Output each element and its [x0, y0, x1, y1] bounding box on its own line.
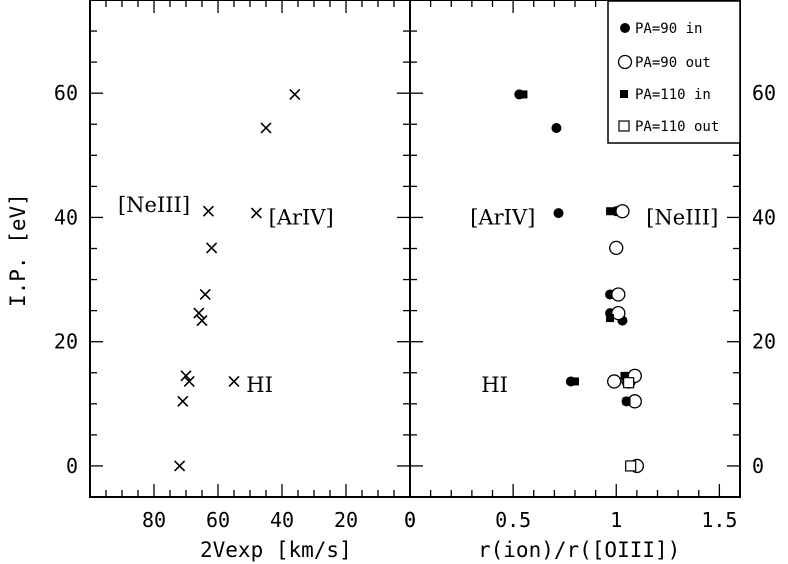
- x-tick-label: 0: [404, 508, 416, 532]
- legend-entry: PA=110 in: [635, 87, 711, 103]
- data-point-filled-square: [519, 90, 528, 99]
- annotation-label: HI: [246, 373, 273, 397]
- data-point-cross: [228, 375, 240, 388]
- data-point-open-circle: [607, 374, 622, 389]
- y-tick-label: 40: [54, 205, 78, 229]
- data-point-cross: [177, 395, 189, 407]
- data-point-open-circle: [615, 204, 630, 219]
- data-point-cross: [183, 375, 195, 388]
- data-point-cross: [180, 370, 192, 382]
- data-point-cross: [193, 307, 205, 319]
- data-point-cross: [206, 242, 218, 254]
- y-tick-label: 20: [54, 330, 78, 354]
- data-point-cross: [196, 314, 208, 327]
- left-panel-frame: [89, 0, 411, 498]
- y-tick-label: 60: [752, 81, 776, 105]
- x-tick-label: 80: [142, 508, 166, 532]
- x-tick-label: 1.5: [701, 508, 737, 532]
- annotation-label: [NeIII]: [646, 205, 718, 229]
- data-point-filled-square: [606, 314, 615, 323]
- x-tick-label: 60: [206, 508, 230, 532]
- data-point-cross: [260, 122, 272, 134]
- data-point-filled-square: [620, 371, 629, 380]
- annotation-label: [ArIV]: [470, 205, 535, 229]
- x-tick-label: 0.5: [495, 508, 531, 532]
- data-point-filled-circle: [551, 122, 562, 133]
- data-point-filled-square: [606, 207, 615, 216]
- annotation-label: [ArIV]: [269, 205, 334, 229]
- legend-filled-square-icon: [620, 90, 628, 98]
- y-tick-label: 20: [752, 330, 776, 354]
- annotation-label: [NeIII]: [118, 193, 190, 217]
- y-axis-label: I.P. [eV]: [6, 193, 30, 307]
- data-point-cross: [199, 288, 211, 301]
- data-point-filled-square: [622, 397, 631, 406]
- data-point-cross: [174, 460, 186, 472]
- marks: [174, 88, 645, 474]
- legend: PA=90 in PA=90 out PA=110 in PA=110 out: [607, 0, 741, 144]
- legend-box: [607, 0, 741, 144]
- legend-open-circle-icon: [617, 54, 633, 70]
- legend-filled-circle-icon: [620, 23, 630, 33]
- data-point-cross: [250, 207, 262, 219]
- y-tick-label: 0: [66, 454, 78, 478]
- annotation-label: HI: [481, 373, 508, 397]
- x-tick-label: 1: [610, 508, 622, 532]
- data-point-open-circle: [609, 240, 624, 256]
- data-point-open-circle: [611, 287, 626, 302]
- x-tick-label: 0: [404, 508, 416, 532]
- left-x-axis-label: 2Vexp [km/s]: [200, 538, 352, 562]
- data-point-filled-square: [571, 377, 579, 386]
- legend-open-square-icon: [618, 120, 630, 132]
- data-point-open-circle: [611, 305, 626, 321]
- legend-entry: PA=110 out: [635, 119, 719, 135]
- data-point-cross: [289, 88, 301, 100]
- x-tick-label: 20: [334, 508, 358, 532]
- legend-entry: PA=90 in: [635, 21, 702, 37]
- right-x-axis-label: r(ion)/r([OIII]): [478, 538, 680, 562]
- data-point-open-square: [623, 377, 635, 389]
- data-point-cross: [202, 205, 214, 217]
- x-tick-label: 40: [270, 508, 294, 532]
- y-tick-label: 40: [752, 205, 776, 229]
- y-tick-label: 60: [54, 81, 78, 105]
- data-point-filled-circle: [553, 208, 564, 219]
- right-panel-frame: [409, 0, 741, 498]
- y-tick-label: 0: [752, 454, 764, 478]
- legend-entry: PA=90 out: [635, 55, 711, 71]
- data-point-open-square: [625, 460, 637, 472]
